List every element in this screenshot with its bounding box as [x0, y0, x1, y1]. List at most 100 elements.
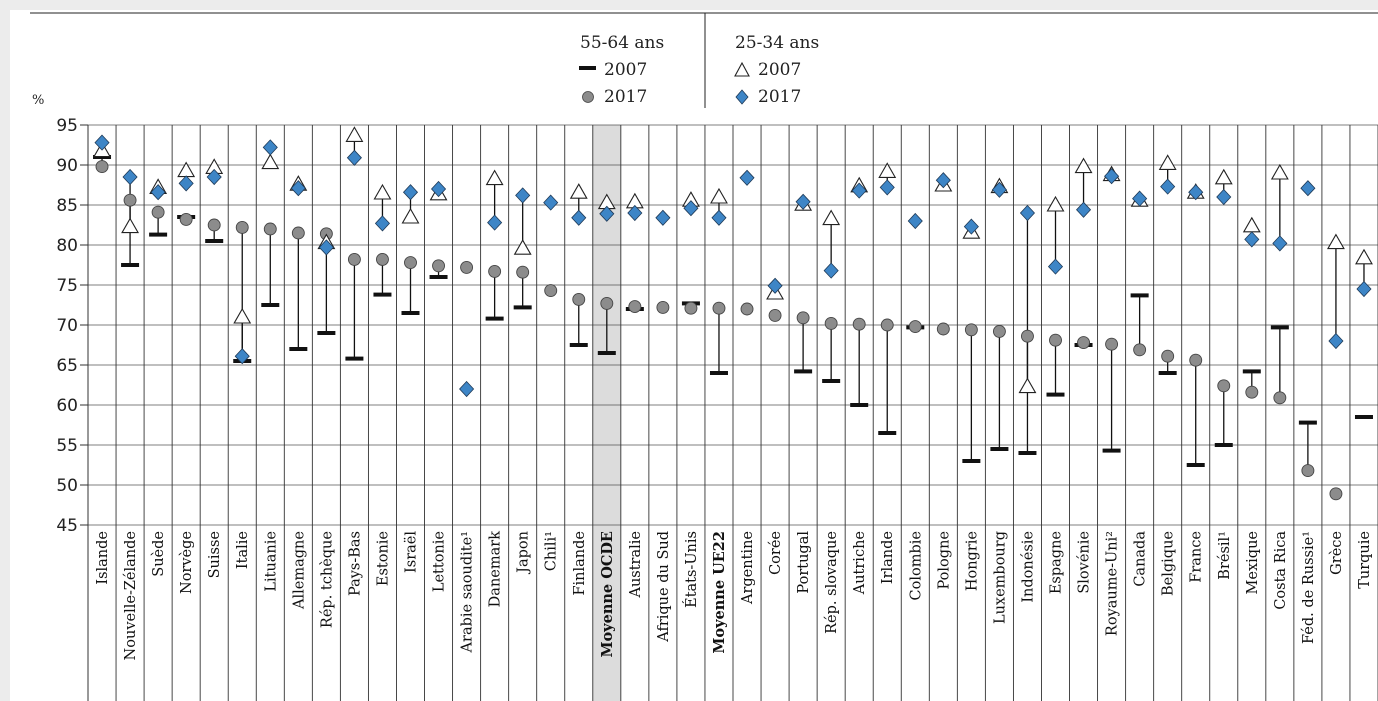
marker-25-34-2007 [513, 239, 532, 255]
marker-25-34-2017 [122, 168, 138, 186]
category-label: Corée [768, 531, 784, 575]
marker-25-34-2017 [711, 209, 727, 226]
marker-55-64-2017 [432, 259, 445, 273]
marker-25-34-2017 [655, 209, 671, 226]
marker-25-34-2007 [1355, 248, 1373, 265]
category-label: Norvège [179, 531, 195, 594]
category-label: Suède [151, 531, 167, 577]
marker-55-64-2007 [597, 351, 616, 355]
category-label: Belgique [1161, 531, 1177, 596]
marker-55-64-2017 [684, 301, 698, 315]
marker-55-64-2017 [151, 205, 165, 219]
marker-55-64-2017 [1301, 464, 1315, 478]
marker-55-64-2007 [878, 431, 897, 435]
marker-25-34-2017 [1075, 201, 1092, 218]
y-tick-label: 75 [56, 276, 78, 296]
category-label: Canada [1133, 531, 1149, 587]
marker-25-34-2017 [1272, 235, 1288, 252]
marker-25-34-2007 [1046, 195, 1065, 212]
marker-55-64-2007 [1242, 369, 1261, 374]
marker-55-64-2017 [572, 292, 586, 306]
marker-55-64-2017 [123, 193, 137, 207]
marker-55-64-2017 [179, 212, 193, 226]
marker-25-34-2017 [823, 262, 839, 279]
marker-55-64-2017 [1049, 333, 1062, 347]
marker-25-34-2007 [401, 207, 420, 224]
marker-55-64-2007 [822, 379, 841, 383]
marker-55-64-2007 [149, 232, 168, 237]
legend-marker-triangle [734, 61, 750, 77]
marker-25-34-2017 [907, 212, 923, 230]
marker-55-64-2017 [712, 301, 726, 315]
marker-25-34-2007 [1214, 168, 1233, 185]
category-label: Japon [516, 531, 532, 575]
marker-55-64-2007 [962, 459, 981, 463]
marker-55-64-2017 [796, 311, 810, 325]
marker-25-34-2017 [1160, 178, 1176, 195]
category-label: Hongrie [964, 531, 980, 591]
category-label: Indonésie [1020, 531, 1036, 603]
marker-25-34-2007 [1158, 154, 1177, 170]
marker-25-34-2017 [1104, 168, 1120, 185]
marker-25-34-2017 [1244, 231, 1260, 248]
marker-25-34-2007 [1074, 157, 1093, 174]
marker-25-34-2007 [373, 183, 392, 200]
marker-55-64-2007 [1018, 451, 1037, 455]
marker-25-34-2017 [290, 180, 306, 197]
marker-25-34-2007 [569, 183, 588, 199]
marker-55-64-2017 [1077, 336, 1090, 350]
marker-25-34-2017 [767, 277, 783, 294]
marker-55-64-2017 [1021, 329, 1034, 343]
marker-55-64-2017 [404, 256, 417, 270]
legend-marker-dash [579, 66, 596, 70]
marker-55-64-2007 [850, 403, 869, 407]
marker-55-64-2007 [1214, 443, 1233, 447]
category-label: Royaume-Uni² [1105, 531, 1121, 636]
marker-55-64-2017 [908, 320, 922, 334]
category-label: Finlande [572, 531, 588, 596]
y-tick-label: 50 [56, 476, 78, 496]
category-label: Slovénie [1077, 531, 1093, 594]
marker-55-64-2007 [1158, 371, 1177, 375]
marker-55-64-2017 [235, 220, 249, 234]
marker-55-64-2017 [600, 296, 614, 310]
category-label: Moyenne OCDE [599, 531, 616, 658]
marker-25-34-2007 [1018, 377, 1037, 394]
marker-25-34-2017 [739, 169, 755, 186]
marker-55-64-2007 [261, 303, 280, 307]
marker-25-34-2017 [935, 172, 951, 189]
y-tick-label: 70 [56, 316, 78, 336]
category-label: France [1189, 531, 1205, 583]
legend: 55-64 ans 2007 2017 25-34 ans 2007 2017 [579, 33, 819, 107]
marker-25-34-2017 [262, 139, 278, 156]
marker-55-64-2017 [1133, 343, 1147, 357]
marker-25-34-2007 [345, 126, 364, 142]
marker-55-64-2007 [1354, 415, 1373, 419]
legend-label-25-34-2007: 2007 [758, 60, 801, 80]
marker-25-34-2017 [1132, 190, 1148, 207]
marker-55-64-2007 [205, 239, 224, 243]
category-label: Afrique du Sud [656, 531, 672, 643]
legend-marker-circle [582, 91, 594, 103]
marker-55-64-2007 [401, 311, 420, 315]
marker-55-64-2017 [628, 300, 642, 314]
marker-25-34-2017 [963, 218, 979, 235]
marker-25-34-2017 [851, 182, 867, 199]
y-tick-label: 80 [56, 236, 78, 256]
marker-55-64-2017 [824, 316, 838, 330]
marker-25-34-2007 [233, 307, 252, 324]
category-label: Danemark [488, 531, 504, 608]
category-label: Lettonie [432, 531, 448, 592]
marker-55-64-2017 [1245, 385, 1259, 399]
marker-55-64-2017 [291, 226, 305, 240]
marker-25-34-2017 [879, 179, 895, 196]
marker-55-64-2017 [263, 222, 277, 236]
legend-title-25-34: 25-34 ans [735, 33, 819, 53]
category-label: Grèce [1329, 531, 1345, 575]
marker-25-34-2017 [795, 193, 811, 210]
marker-55-64-2017 [460, 260, 474, 274]
marker-25-34-2007 [710, 187, 728, 204]
marker-25-34-2017 [1300, 180, 1316, 197]
marker-25-34-2017 [1328, 332, 1344, 350]
